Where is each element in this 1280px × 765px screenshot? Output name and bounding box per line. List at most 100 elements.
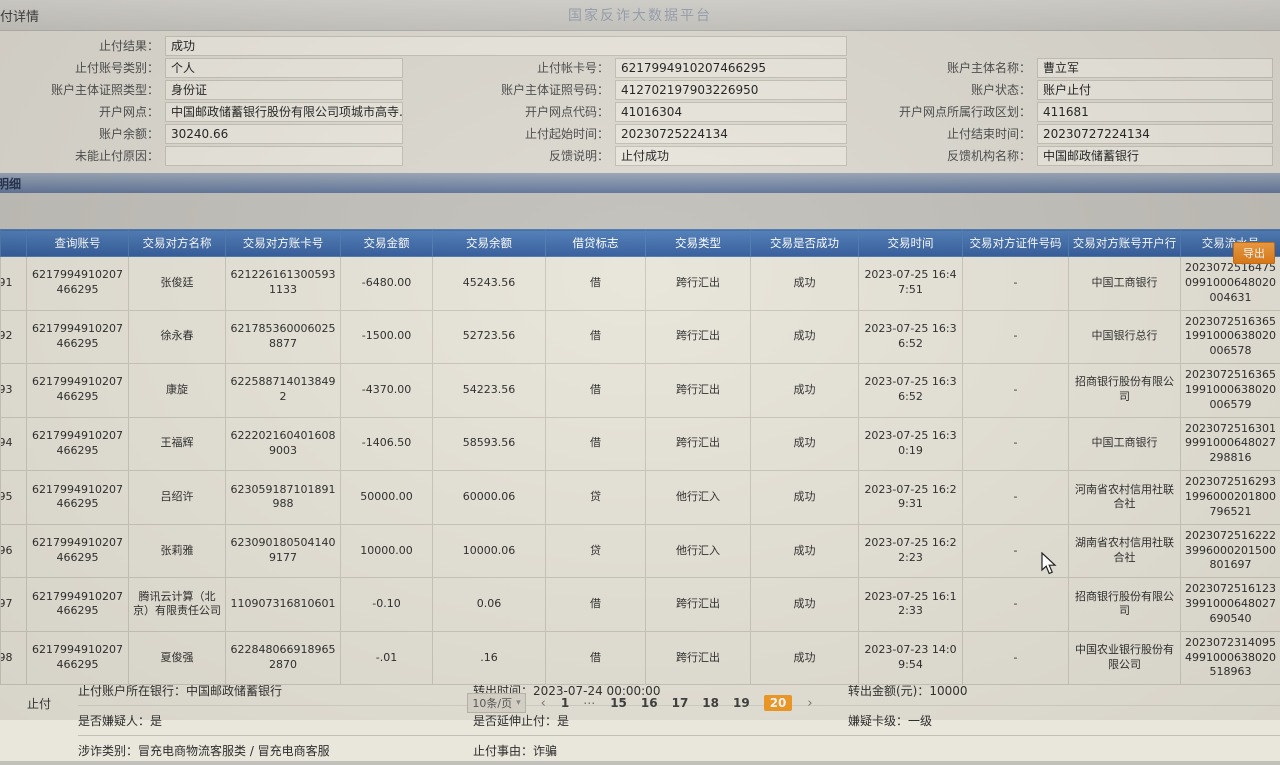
- page-button-1[interactable]: 1: [561, 696, 569, 710]
- table-cell: 6217994910207466295: [27, 471, 129, 525]
- row-index-cell: 196: [1, 524, 27, 578]
- transactions-section-title: 明细: [0, 175, 21, 192]
- table-row: 1966217994910207466295张莉雅623090180504140…: [1, 524, 1280, 578]
- table-cell: 20230725161233991000648027690540: [1181, 578, 1280, 632]
- table-row: 1916217994910207466295张俊廷621226161300593…: [1, 257, 1280, 311]
- chevron-down-icon: ▾: [516, 698, 521, 708]
- table-cell: 中国工商银行: [1069, 257, 1181, 311]
- field-value-box: 曹立军: [1037, 58, 1273, 78]
- table-cell: -: [963, 471, 1069, 525]
- column-header[interactable]: 交易对方名称: [129, 230, 226, 257]
- field-label: 开户网点代码：: [403, 102, 615, 122]
- field-label: 反馈机构名称：: [847, 146, 1037, 166]
- table-cell: 借: [546, 631, 646, 685]
- page-button-20[interactable]: 20: [764, 695, 793, 711]
- table-cell: 成功: [751, 417, 859, 471]
- column-header[interactable]: 交易时间: [859, 230, 963, 257]
- row-index-cell: 192: [1, 310, 27, 364]
- column-header[interactable]: 交易对方证件号码: [963, 230, 1069, 257]
- table-cell: -4370.00: [341, 364, 433, 418]
- prev-page-button[interactable]: ‹: [541, 696, 546, 711]
- table-cell: 借: [546, 257, 646, 311]
- table-cell: 中国银行总行: [1069, 310, 1181, 364]
- table-row: 1926217994910207466295徐永春621785360006025…: [1, 310, 1280, 364]
- column-header[interactable]: 借贷标志: [546, 230, 646, 257]
- pagination-ellipsis[interactable]: ⋯: [583, 696, 596, 710]
- table-cell: 跨行汇出: [646, 417, 751, 471]
- field-label: 开户网点所属行政区划：: [847, 102, 1037, 122]
- table-cell: 跨行汇出: [646, 364, 751, 418]
- column-header[interactable]: 交易是否成功: [751, 230, 859, 257]
- column-header-index: [1, 230, 27, 257]
- field-label: 止付起始时间：: [403, 124, 615, 144]
- field-label: 账户主体证照类型：: [0, 80, 165, 100]
- table-cell: 60000.06: [433, 471, 546, 525]
- next-page-button[interactable]: ›: [807, 696, 812, 711]
- field-label: 账户主体证照号码：: [403, 80, 615, 100]
- column-header[interactable]: 交易余额: [433, 230, 546, 257]
- table-cell: 张莉雅: [129, 524, 226, 578]
- table-cell: 110907316810601: [226, 578, 341, 632]
- table-cell: 6228480669189652870: [226, 631, 341, 685]
- table-cell: 2023-07-23 14:09:54: [859, 631, 963, 685]
- page-button-17[interactable]: 17: [672, 696, 689, 710]
- stop-payment-detail-section: 止付结果：成功止付账号类别：个人止付帐卡号：621799491020746629…: [0, 31, 1280, 173]
- row-index: 194: [1, 436, 14, 451]
- field-label: 止付帐卡号：: [403, 58, 615, 78]
- column-header[interactable]: 交易类型: [646, 230, 751, 257]
- column-header[interactable]: 交易金额: [341, 230, 433, 257]
- table-cell: 跨行汇出: [646, 310, 751, 364]
- row-index: 196: [1, 544, 14, 559]
- table-cell: 20230725162223996000201500801697: [1181, 524, 1280, 578]
- transactions-area: 导出 查询账号交易对方名称交易对方账卡号交易金额交易余额借贷标志交易类型交易是否…: [0, 229, 1280, 621]
- column-header[interactable]: 交易对方账号开户行: [1069, 230, 1181, 257]
- table-cell: 他行汇入: [646, 471, 751, 525]
- column-header[interactable]: 查询账号: [27, 230, 129, 257]
- table-cell: 跨行汇出: [646, 257, 751, 311]
- table-cell: 夏俊强: [129, 631, 226, 685]
- table-cell: 成功: [751, 310, 859, 364]
- field-label: 开户网点：: [0, 102, 165, 122]
- table-cell: 2023-07-25 16:30:19: [859, 417, 963, 471]
- page-size-value: 10条/页: [472, 695, 512, 711]
- field-value-box: 30240.66: [165, 124, 403, 144]
- field-label: 未能止付原因：: [0, 146, 165, 166]
- row-index-cell: 197: [1, 578, 27, 632]
- table-cell: 6217994910207466295: [27, 310, 129, 364]
- table-cell: 借: [546, 578, 646, 632]
- table-cell: 2023-07-25 16:22:23: [859, 524, 963, 578]
- table-cell: -: [963, 578, 1069, 632]
- table-cell: -1406.50: [341, 417, 433, 471]
- export-button[interactable]: 导出: [1233, 242, 1275, 264]
- table-cell: -6480.00: [341, 257, 433, 311]
- field-value-box: 个人: [165, 58, 403, 78]
- page-button-15[interactable]: 15: [610, 696, 627, 710]
- field-value-box: 中国邮政储蓄银行股份有限公司项城市高寺...: [165, 102, 403, 122]
- page-button-18[interactable]: 18: [702, 696, 719, 710]
- table-cell: 贷: [546, 471, 646, 525]
- table-cell: 成功: [751, 471, 859, 525]
- row-index: 193: [1, 383, 14, 398]
- table-cell: 6217853600060258877: [226, 310, 341, 364]
- table-cell: 2023-07-25 16:29:31: [859, 471, 963, 525]
- table-cell: -: [963, 417, 1069, 471]
- page-button-19[interactable]: 19: [733, 696, 750, 710]
- table-cell: 成功: [751, 364, 859, 418]
- column-header[interactable]: 交易对方账卡号: [226, 230, 341, 257]
- transactions-table: 查询账号交易对方名称交易对方账卡号交易金额交易余额借贷标志交易类型交易是否成功交…: [0, 229, 1280, 685]
- table-cell: 中国农业银行股份有限公司: [1069, 631, 1181, 685]
- field-value-box: 412702197903226950: [615, 80, 847, 100]
- page-button-16[interactable]: 16: [641, 696, 658, 710]
- row-index: 198: [1, 651, 14, 666]
- table-cell: -: [963, 257, 1069, 311]
- table-cell: 招商银行股份有限公司: [1069, 578, 1181, 632]
- table-cell: 成功: [751, 257, 859, 311]
- field-label: 账户状态：: [847, 80, 1037, 100]
- table-cell: 10000.00: [341, 524, 433, 578]
- page-size-select[interactable]: 10条/页 ▾: [467, 693, 525, 713]
- table-cell: 2023-07-25 16:36:52: [859, 364, 963, 418]
- table-row: 1956217994910207466295吕绍许623059187101891…: [1, 471, 1280, 525]
- table-cell: 6212261613005931133: [226, 257, 341, 311]
- table-cell: 借: [546, 417, 646, 471]
- table-cell: 20230725162931996000201800796521: [1181, 471, 1280, 525]
